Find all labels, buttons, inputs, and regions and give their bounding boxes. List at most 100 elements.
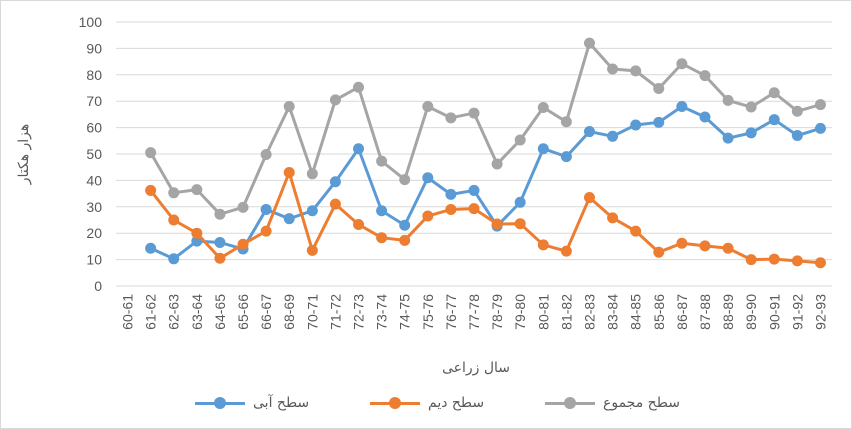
x-tick-label: 75-76 (420, 294, 436, 330)
data-point (768, 114, 780, 126)
data-point (399, 219, 411, 231)
data-point (676, 100, 688, 112)
series-3 (145, 37, 826, 220)
data-point (145, 147, 157, 159)
data-point (676, 58, 688, 70)
x-tick-label: 72-73 (351, 294, 367, 330)
data-point (537, 143, 549, 155)
data-point (491, 158, 503, 170)
data-point (168, 214, 180, 226)
x-tick-label: 68-69 (281, 294, 297, 330)
data-point (791, 105, 803, 117)
y-tick-label: 50 (86, 146, 102, 162)
series-line (149, 41, 821, 216)
data-point (329, 94, 341, 106)
data-point (722, 94, 734, 106)
legend-item-rainfed: سطح دیم (370, 394, 484, 412)
data-point (329, 176, 341, 188)
data-point (745, 127, 757, 139)
legend-label: سطح دیم (428, 395, 485, 411)
data-point (630, 225, 642, 237)
data-point (514, 134, 526, 146)
data-point (445, 188, 457, 200)
data-point (145, 184, 157, 196)
x-tick-label: 87-88 (697, 294, 713, 330)
x-tick-label: 76-77 (443, 294, 459, 330)
data-point (630, 65, 642, 77)
data-point (814, 122, 826, 134)
x-tick-label: 91-92 (789, 294, 805, 330)
data-point (353, 81, 365, 93)
data-point (653, 83, 665, 95)
x-tick-label: 63-64 (189, 294, 205, 330)
data-point (168, 253, 180, 265)
x-tick-label: 89-90 (743, 294, 759, 330)
x-tick-label: 61-62 (143, 294, 159, 330)
data-point (237, 201, 249, 213)
data-point (422, 100, 434, 112)
y-tick-label: 40 (86, 172, 102, 188)
data-point (699, 111, 711, 123)
data-point (699, 240, 711, 252)
data-point (214, 252, 226, 264)
data-point (560, 245, 572, 257)
x-tick-label: 71-72 (327, 294, 343, 330)
x-tick-label: 60-61 (120, 294, 136, 330)
x-tick-label: 86-87 (674, 294, 690, 330)
x-tick-label: 81-82 (558, 294, 574, 330)
data-point (607, 130, 619, 142)
y-axis-title: هزار هکتار (16, 124, 32, 186)
data-point (653, 116, 665, 128)
data-point (814, 99, 826, 111)
data-point (283, 213, 295, 225)
series-lines (145, 37, 826, 269)
data-point (722, 242, 734, 254)
legend-swatch-irrigated (195, 394, 245, 412)
data-point (329, 198, 341, 210)
y-axis-ticks: 0 10 20 30 40 50 60 70 80 90 100 (79, 14, 103, 294)
data-point (353, 218, 365, 230)
data-point (306, 168, 318, 180)
series-1 (145, 100, 826, 265)
x-tick-label: 73-74 (374, 294, 390, 330)
data-point (353, 143, 365, 155)
data-point (191, 227, 203, 239)
data-point (191, 184, 203, 196)
data-point (768, 253, 780, 265)
x-tick-label: 82-83 (581, 294, 597, 330)
data-point (260, 149, 272, 161)
data-point (168, 187, 180, 199)
data-point (745, 254, 757, 266)
x-tick-label: 74-75 (397, 294, 413, 330)
data-point (445, 203, 457, 215)
data-point (653, 246, 665, 258)
legend-label: سطح مجموع (603, 395, 680, 411)
data-point (630, 119, 642, 131)
data-point (560, 116, 572, 128)
data-point (583, 37, 595, 49)
data-point (260, 225, 272, 237)
data-point (607, 63, 619, 75)
y-tick-label: 20 (86, 225, 102, 241)
data-point (560, 151, 572, 163)
data-point (376, 232, 388, 244)
x-tick-label: 79-80 (512, 294, 528, 330)
x-axis-ticks: 60-61 61-62 62-63 63-64 64-65 65-66 66-67 68-69… (120, 294, 829, 330)
x-tick-label: 66-67 (258, 294, 274, 330)
y-tick-label: 80 (86, 67, 102, 83)
data-point (468, 184, 480, 196)
data-point (699, 70, 711, 82)
x-tick-label: 65-66 (235, 294, 251, 330)
data-point (768, 87, 780, 99)
x-tick-label: 88-89 (720, 294, 736, 330)
data-point (399, 174, 411, 186)
data-point (745, 101, 757, 113)
x-tick-label: 70-71 (304, 294, 320, 330)
x-tick-label: 92-93 (812, 294, 828, 330)
data-point (145, 242, 157, 254)
legend-item-total: سطح مجموع (545, 394, 680, 412)
data-point (583, 192, 595, 204)
data-point (607, 212, 619, 224)
x-tick-label: 77-78 (466, 294, 482, 330)
